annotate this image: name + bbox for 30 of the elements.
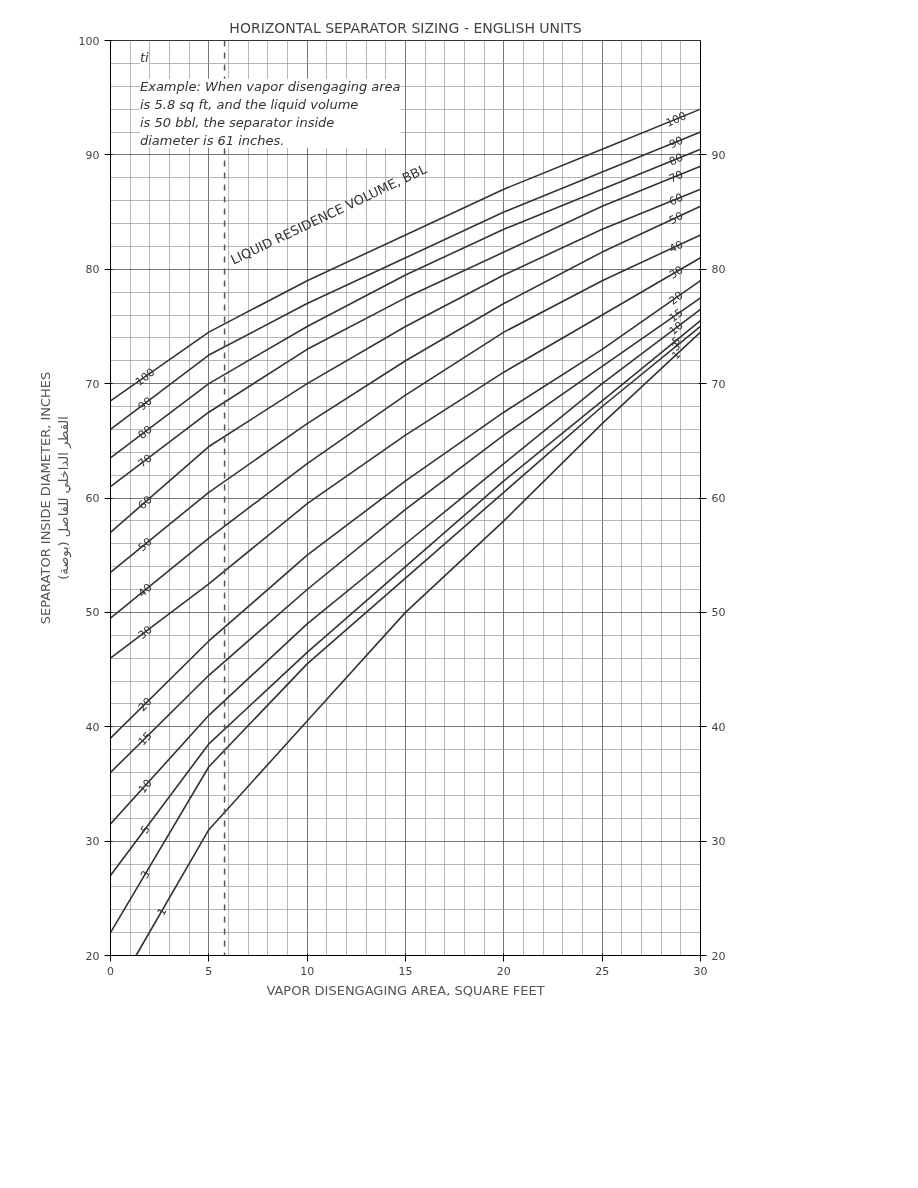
y-tick-label: 40 xyxy=(85,720,100,734)
chart-title: HORIZONTAL SEPARATOR SIZING - ENGLISH UNITS xyxy=(229,19,582,36)
x-tick-label: 10 xyxy=(300,964,315,978)
text: 70 xyxy=(135,451,155,471)
y2-tick-label: 40 xyxy=(711,720,726,734)
y2-tick-label: 80 xyxy=(711,263,726,277)
y2-tick-label: 50 xyxy=(711,606,726,620)
y2-tick-label: 90 xyxy=(711,148,726,162)
y-tick-label: 70 xyxy=(85,377,100,391)
y-tick-label: 90 xyxy=(85,148,100,162)
y-tick-label: 80 xyxy=(85,263,100,277)
y-tick-label: 30 xyxy=(85,835,100,849)
y2-tick-label: 70 xyxy=(711,377,726,391)
y-tick-label: 50 xyxy=(85,606,100,620)
y2-tick-label: 20 xyxy=(711,949,726,963)
text: 15 xyxy=(135,729,155,749)
annotation: ti xyxy=(140,49,150,65)
x-tick-label: 15 xyxy=(398,964,413,978)
annotation: Example: When vapor disengaging area is 5.8 sq ft, and the liquid volume is 50 bbl, the separator inside diameter is 61 inches. xyxy=(140,78,401,148)
x-tick-label: 20 xyxy=(496,964,511,978)
x-tick-label: 0 xyxy=(107,964,114,978)
y2-tick-label: 30 xyxy=(711,835,726,849)
x-tick-label: 5 xyxy=(205,964,213,978)
y-tick-label: 60 xyxy=(85,492,100,505)
x-axis-title: VAPOR DISENGAGING AREA, SQUARE FEET xyxy=(266,982,545,998)
y2-tick-label: 60 xyxy=(711,492,726,505)
x-tick-label: 25 xyxy=(595,964,610,978)
x-tick-label: 30 xyxy=(693,964,708,978)
y-tick-label: 20 xyxy=(85,949,100,963)
y-tick-label: 100 xyxy=(78,34,100,48)
